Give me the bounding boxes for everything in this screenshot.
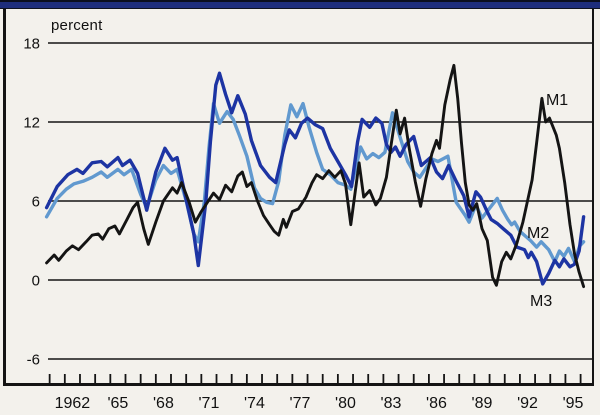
y-tick-label-12: 12 — [23, 115, 40, 132]
x-tick-label-1989: '89 — [472, 395, 493, 412]
m2-line — [44, 101, 586, 264]
y-tick-label-6: 6 — [32, 194, 40, 211]
x-tick-label-1992: '92 — [517, 395, 538, 412]
x-tick-label-1968: '68 — [153, 395, 174, 412]
x-tick-label-1986: '86 — [426, 395, 447, 412]
y-tick-label-18: 18 — [23, 36, 40, 53]
m1-line — [45, 63, 586, 289]
y-tick-label-0: 0 — [32, 273, 40, 290]
x-tick-label-1977: '77 — [290, 395, 311, 412]
x-tick-label-1980: '80 — [335, 395, 356, 412]
y-axis-unit-label: percent — [51, 17, 103, 34]
x-tick-label-1965: '65 — [107, 395, 128, 412]
x-tick-label-1974: '74 — [244, 395, 265, 412]
series-label-m1: M1 — [546, 92, 568, 109]
series-label-m2: M2 — [527, 225, 549, 242]
x-tick-label-1971: '71 — [199, 395, 220, 412]
top-border-band — [0, 0, 600, 9]
x-tick-label-1983: '83 — [381, 395, 402, 412]
x-tick-label-1962: 1962 — [55, 395, 91, 412]
series-label-m3: M3 — [530, 293, 552, 310]
chart-frame — [3, 9, 594, 386]
x-tick-label-1995: '95 — [563, 395, 584, 412]
m3-line — [44, 71, 586, 286]
y-tick-label--6: -6 — [27, 352, 40, 369]
